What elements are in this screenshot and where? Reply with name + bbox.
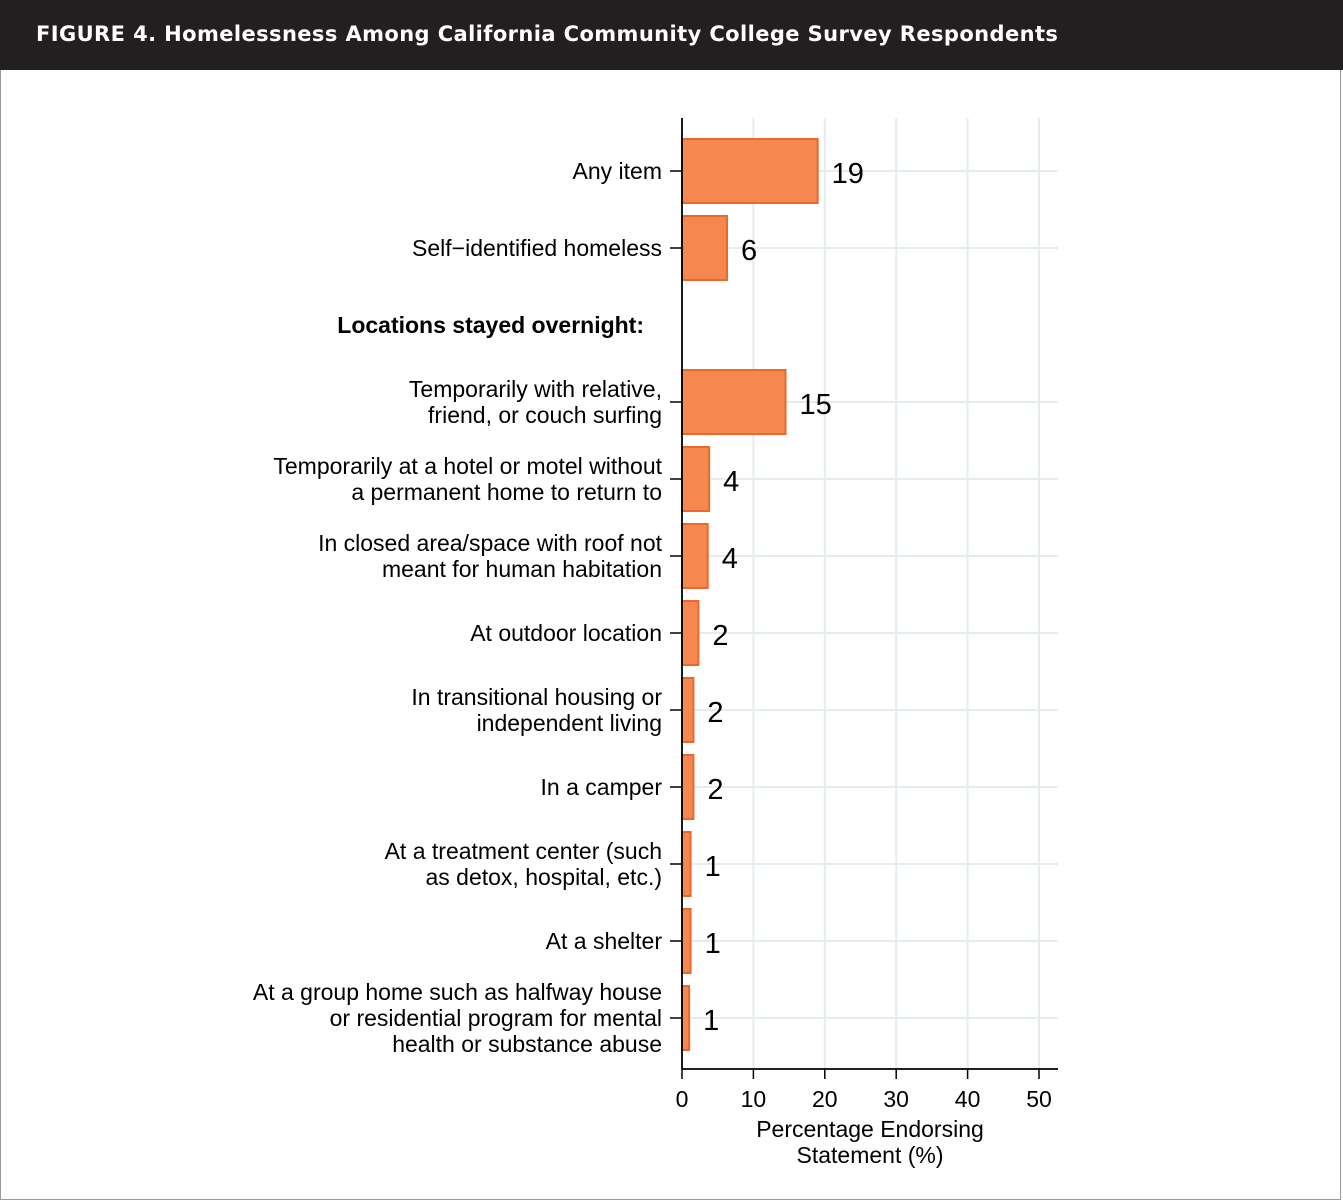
category-label: Temporarily with relative, friend, or cou… [409, 376, 662, 428]
bar-value-label: 15 [800, 389, 832, 421]
bar [681, 985, 691, 1051]
category-label: Temporarily at a hotel or motel without a… [273, 453, 662, 505]
bar [681, 754, 695, 820]
category-label: At a shelter [546, 928, 663, 954]
bar-value-label: 4 [723, 466, 739, 498]
bar-value-label: 2 [707, 697, 723, 729]
bar [681, 523, 709, 589]
bar [681, 600, 700, 666]
category-label: In transitional housing or independent li… [411, 684, 662, 736]
category-label: Self−identified homeless [412, 235, 662, 261]
bar-value-label: 1 [705, 928, 721, 960]
bar [681, 369, 787, 435]
category-label: Any item [573, 158, 662, 184]
category-label: In closed area/space with roof not meant … [318, 530, 663, 582]
x-tick-label: 50 [1026, 1086, 1052, 1112]
figure-title: FIGURE 4. Homelessness Among California … [36, 22, 1059, 46]
bar-value-label: 4 [722, 543, 738, 575]
bar [681, 138, 819, 204]
category-label: In a camper [541, 774, 663, 800]
bar [681, 446, 711, 512]
x-tick-label: 30 [883, 1086, 909, 1112]
bar [681, 908, 692, 974]
category-heading: Locations stayed overnight: [337, 312, 644, 338]
bar-value-label: 19 [832, 158, 864, 190]
bar-value-label: 1 [703, 1005, 719, 1037]
figure-header: FIGURE 4. Homelessness Among California … [0, 0, 1343, 70]
category-label: At a treatment center (such as detox, hos… [385, 838, 662, 890]
bar [681, 215, 728, 281]
x-tick-label: 0 [676, 1086, 689, 1112]
category-label: At outdoor location [470, 620, 662, 646]
x-axis-title: Percentage Endorsing Statement (%) [756, 1116, 984, 1168]
bar [681, 677, 695, 743]
bar-value-label: 6 [741, 235, 757, 267]
bar-value-label: 1 [705, 851, 721, 883]
x-tick-label: 20 [812, 1086, 838, 1112]
bar-value-label: 2 [707, 774, 723, 806]
bar [681, 831, 692, 897]
bar-value-label: 2 [712, 620, 728, 652]
x-tick-label: 10 [741, 1086, 767, 1112]
x-tick-label: 40 [955, 1086, 981, 1112]
category-label: At a group home such as halfway house or … [253, 979, 662, 1057]
